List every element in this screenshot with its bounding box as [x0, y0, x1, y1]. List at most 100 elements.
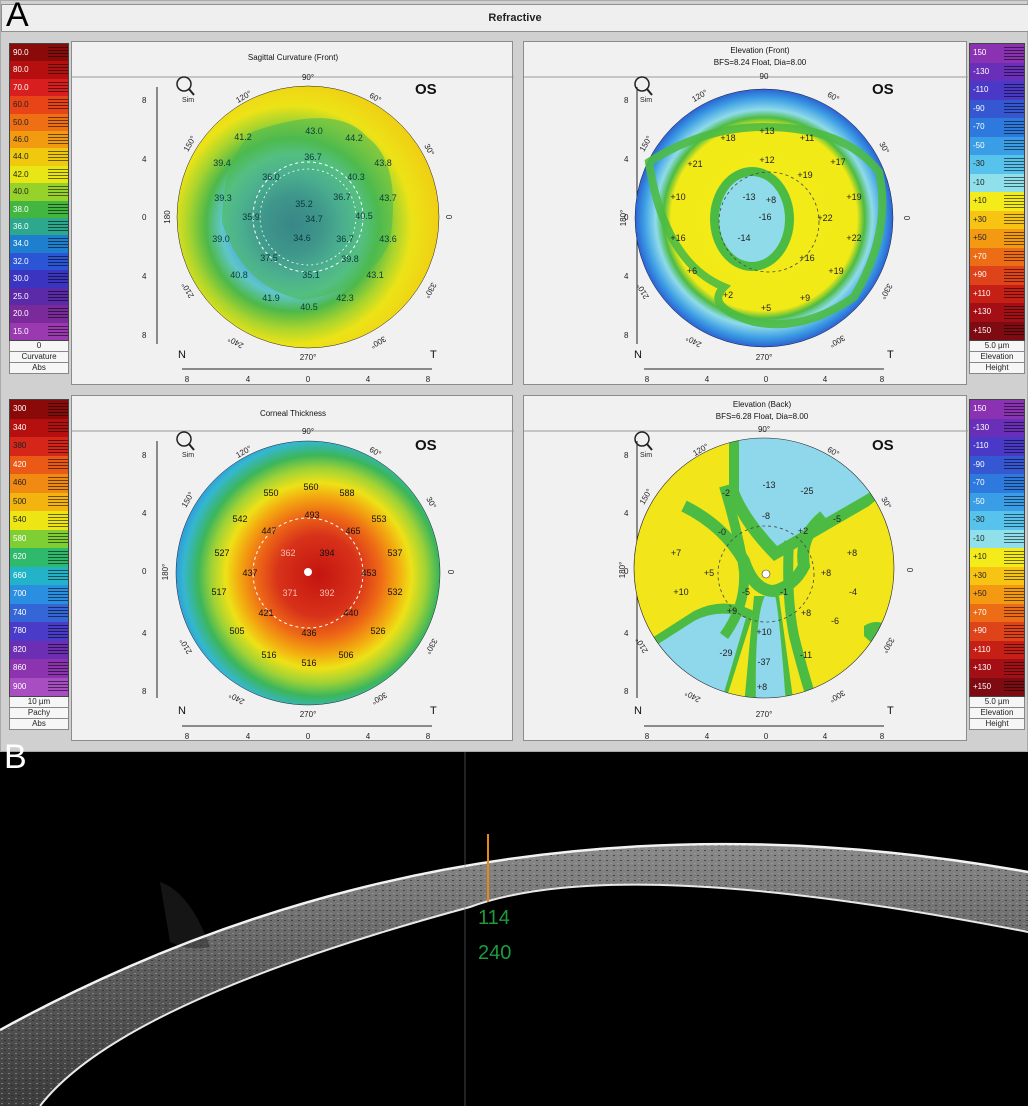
scale-cell: 380 — [10, 437, 68, 456]
svg-text:330°: 330° — [422, 281, 438, 300]
scale-cell: +150 — [970, 677, 1024, 696]
svg-text:532: 532 — [387, 587, 402, 597]
svg-text:0: 0 — [444, 215, 453, 220]
svg-text:4: 4 — [705, 375, 710, 384]
elevation-front-map: Elevation (Front) BFS=8.24 Float, Dia=8.… — [524, 46, 968, 384]
svg-text:8: 8 — [142, 331, 147, 340]
zoom-icon[interactable] — [634, 431, 653, 451]
axis-ticks-y: 8 4 0 4 8 — [142, 451, 147, 696]
scale-cell: +90 — [970, 266, 1024, 285]
scale-cell: 740 — [10, 603, 68, 622]
svg-text:4: 4 — [624, 509, 629, 518]
svg-text:516: 516 — [301, 658, 316, 668]
scale-cell-label: 150 — [973, 404, 987, 413]
scale-cell-label: +130 — [973, 663, 992, 672]
scale-type: Pachy — [9, 708, 69, 719]
zoom-icon[interactable] — [176, 76, 195, 96]
svg-text:588: 588 — [339, 488, 354, 498]
svg-text:553: 553 — [371, 514, 386, 524]
svg-text:180°: 180° — [619, 210, 628, 227]
scale-cell: 32.0 — [10, 252, 68, 271]
curvature-values: 41.2 43.0 44.2 39.4 36.7 43.8 36.0 40.3 … — [212, 126, 397, 312]
scale-cell-label: 42.0 — [13, 169, 29, 179]
svg-text:300°: 300° — [828, 688, 847, 704]
svg-text:8: 8 — [426, 375, 431, 384]
nasal-label: N — [634, 705, 642, 717]
thickness-values: 560 550 588 493 542 447 465 553 527 362 … — [211, 482, 402, 668]
scale-cell: -90 — [970, 99, 1024, 118]
nasal-label: N — [178, 705, 186, 717]
svg-text:42.3: 42.3 — [336, 293, 354, 303]
svg-text:4: 4 — [142, 509, 147, 518]
svg-text:0: 0 — [446, 570, 455, 575]
scale-cells: 90.0 80.0 70.0 60.0 50.0 46.0 44.0 42.0 40.0 38.0… — [9, 43, 69, 341]
scale-cell: -10 — [970, 529, 1024, 548]
svg-text:537: 537 — [387, 548, 402, 558]
svg-text:+22: +22 — [846, 233, 861, 243]
svg-text:+8: +8 — [821, 568, 831, 578]
svg-text:240°: 240° — [684, 333, 703, 349]
svg-text:0: 0 — [142, 213, 147, 222]
temporal-label: T — [430, 349, 437, 361]
curvature-color-scale[interactable]: 90.0 80.0 70.0 60.0 50.0 46.0 44.0 42.0 40.0 38.0… — [9, 43, 69, 374]
scale-cell: +150 — [970, 321, 1024, 340]
svg-text:465: 465 — [345, 526, 360, 536]
svg-text:300°: 300° — [370, 690, 389, 706]
svg-text:392: 392 — [319, 588, 334, 598]
scale-cell: +30 — [970, 210, 1024, 229]
scale-cell: 150 — [970, 400, 1024, 419]
corneal-thickness-map: Corneal Thickness 8 4 0 4 8 8 4 0 4 8 — [72, 409, 514, 741]
pachymetry-color-scale[interactable]: 300 340 380 420 460 500 540 580 620 660 700 740 780 8… — [9, 399, 69, 730]
scale-cell-label: -110 — [973, 441, 989, 450]
eye-label: OS — [415, 437, 437, 454]
svg-text:43.8: 43.8 — [374, 158, 392, 168]
svg-text:0: 0 — [142, 567, 147, 576]
svg-text:506: 506 — [338, 650, 353, 660]
zoom-icon[interactable] — [176, 431, 195, 451]
svg-text:210°: 210° — [178, 637, 194, 656]
svg-text:-13: -13 — [762, 480, 775, 490]
map-title: Sagittal Curvature (Front) — [248, 53, 339, 62]
elevation-back-color-scale[interactable]: 150 -130 -110 -90 -70 -50 -30 -10 +10 +30 +50 +70 +9… — [969, 399, 1025, 730]
scale-cell-label: +90 — [973, 626, 987, 635]
scale-cell-label: 300 — [13, 404, 27, 413]
svg-text:8: 8 — [880, 375, 885, 384]
zoom-label: Sim — [182, 452, 194, 459]
scale-cell-label: 420 — [13, 459, 27, 469]
nasal-label: N — [634, 349, 642, 361]
svg-text:+5: +5 — [704, 568, 714, 578]
scale-type: Elevation — [969, 708, 1025, 719]
svg-text:270°: 270° — [300, 353, 317, 362]
axis-ticks-x: 8 4 0 4 8 — [645, 732, 885, 741]
svg-text:150°: 150° — [638, 134, 654, 153]
svg-text:270°: 270° — [756, 353, 773, 362]
svg-text:4: 4 — [624, 155, 629, 164]
scale-cell-label: 700 — [13, 589, 27, 598]
svg-text:8: 8 — [185, 732, 190, 741]
scale-cell-label: 30.0 — [13, 274, 29, 284]
svg-text:8: 8 — [624, 451, 629, 460]
svg-text:34.7: 34.7 — [305, 214, 323, 224]
svg-text:35.1: 35.1 — [302, 270, 320, 280]
svg-text:8: 8 — [142, 96, 147, 105]
scale-cell-label: 40.0 — [13, 187, 29, 197]
svg-text:421: 421 — [258, 608, 273, 618]
scale-mode: Height — [969, 719, 1025, 730]
zoom-icon[interactable] — [634, 76, 653, 96]
svg-text:270°: 270° — [756, 710, 773, 719]
elevation-front-color-scale[interactable]: 150 -130 -110 -90 -70 -50 -30 -10 +10 +30 +50 +70 +9… — [969, 43, 1025, 374]
scale-mode: Abs — [9, 719, 69, 730]
svg-text:0: 0 — [902, 216, 911, 221]
scale-cell: -70 — [970, 474, 1024, 493]
temporal-label: T — [887, 705, 894, 717]
scale-cell-label: 44.0 — [13, 152, 29, 162]
svg-text:-5: -5 — [742, 587, 750, 597]
scale-cell-label: -90 — [973, 103, 985, 113]
oct-cornea-scan-panel: 114 240 — [0, 752, 1028, 1106]
scale-cell: +10 — [970, 548, 1024, 567]
scale-cell-label: +10 — [973, 196, 987, 205]
scale-cell-label: 25.0 — [13, 291, 29, 301]
map-title: Elevation (Back) — [733, 400, 792, 409]
svg-text:210°: 210° — [634, 636, 650, 655]
svg-text:39.4: 39.4 — [213, 158, 231, 168]
